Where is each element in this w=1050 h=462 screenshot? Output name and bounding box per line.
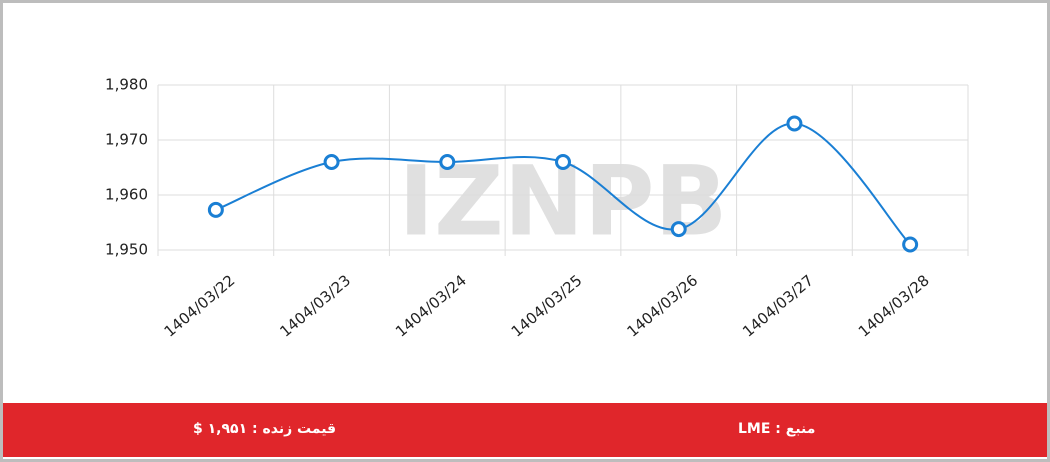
x-tick-label: 1404/03/25: [508, 271, 586, 340]
point: [323, 154, 340, 170]
point: [786, 115, 803, 132]
card: IZNPB 1,950 1,960 1,970 1,980 1404/03/22 1404…: [3, 3, 1047, 459]
point: [439, 154, 456, 170]
x-tick-label: 1404/03/24: [392, 271, 470, 340]
y-tick-label: 1,970: [105, 131, 148, 149]
x-tick-label: 1404/03/28: [855, 271, 933, 340]
y-tick-label: 1,960: [105, 186, 148, 204]
x-tick-label: 1404/03/22: [161, 271, 239, 340]
x-tick-label: 1404/03/27: [739, 271, 817, 340]
y-tick-label: 1,980: [105, 76, 148, 94]
point: [207, 201, 224, 218]
point: [670, 221, 687, 238]
source: منبع : LME: [738, 421, 816, 437]
footer-bar: قیمت زنده : ۱,۹۵۱ $ منبع : LME: [3, 403, 1047, 457]
y-tick-label: 1,950: [105, 241, 148, 259]
x-tick-label: 1404/03/23: [276, 271, 354, 340]
x-tick-label: 1404/03/26: [623, 271, 701, 340]
point: [555, 154, 571, 170]
point: [902, 236, 919, 253]
live-price: قیمت زنده : ۱,۹۵۱ $: [193, 421, 337, 437]
